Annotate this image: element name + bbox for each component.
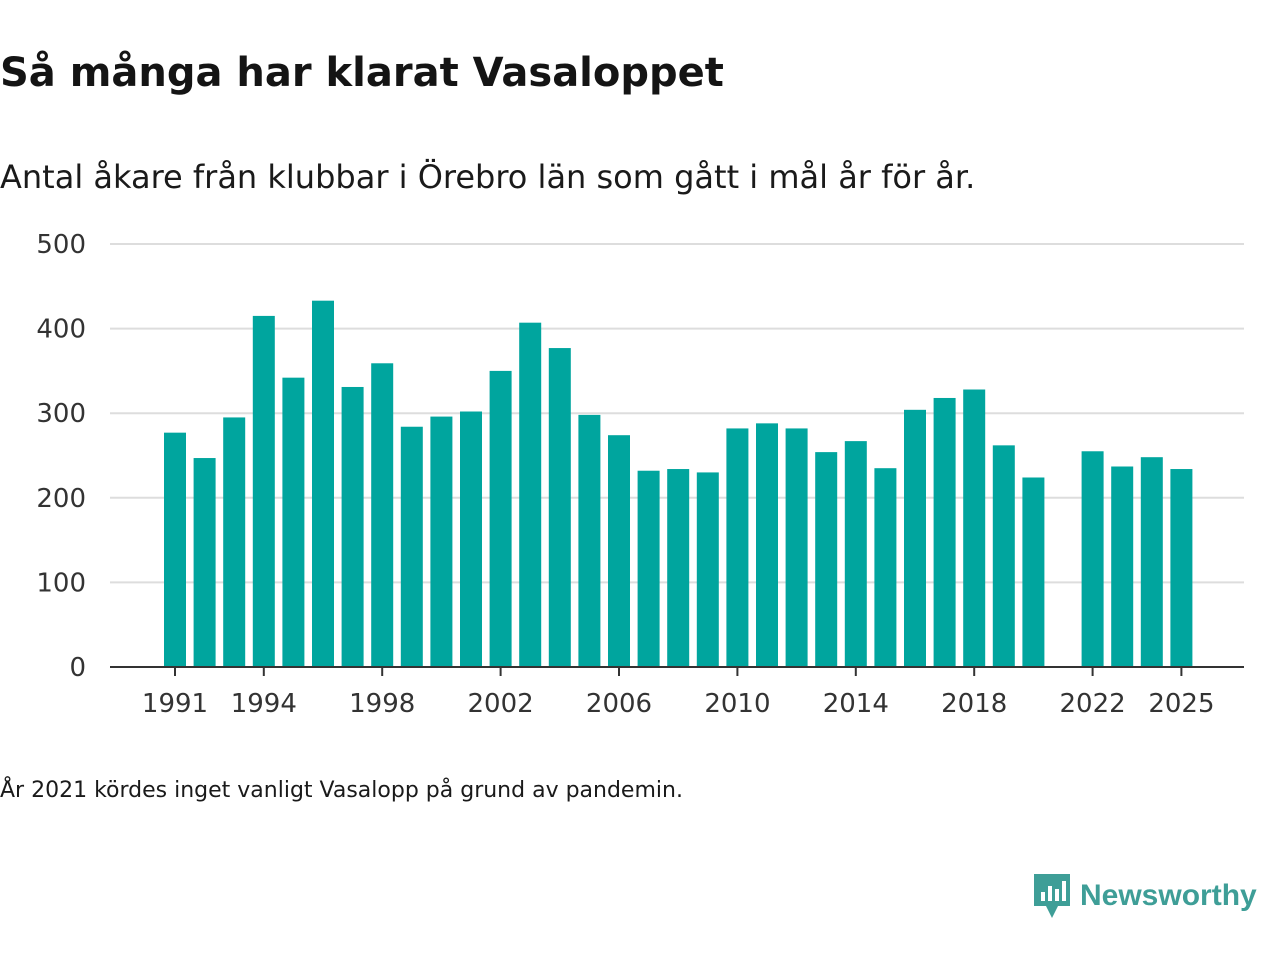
chart-title: Så många har klarat Vasaloppet [0,50,724,96]
bar-2013 [815,452,838,667]
bar-2002 [489,370,512,667]
x-tick-label-2018: 2018 [941,689,1007,719]
y-tick-label-0: 0 [69,653,86,683]
bar-2023 [1111,466,1134,667]
bar-2006 [608,435,630,667]
bar-2009 [696,472,719,667]
x-tick-label-2006: 2006 [586,689,652,719]
bar-2004 [548,348,571,667]
bar-2019 [992,445,1015,667]
newsworthy-logo-icon [1034,874,1070,918]
bar-2022 [1081,451,1104,667]
bar-chart: 0 100 200 300 400 500 1991 1994 1998 2002 2006 201… [36,230,1244,719]
bar-2014 [844,441,867,667]
x-tick-label-2025: 2025 [1148,689,1214,719]
bar-2015 [874,468,897,667]
brand-logo: Newsworthy [1032,872,1278,920]
bar-1995 [282,377,305,667]
bar-1993 [223,417,246,667]
bar-1998 [371,363,394,667]
bar-2010 [726,428,749,667]
bar-2024 [1140,457,1163,667]
bar-2018 [963,389,986,667]
x-tick-label-2002: 2002 [468,689,534,719]
x-tick-label-1994: 1994 [231,689,297,719]
bar-2017 [933,397,956,667]
bars [164,300,1193,667]
bar-2000 [430,416,453,667]
bar-2020 [1022,477,1045,667]
x-tick-label-2022: 2022 [1060,689,1126,719]
x-tick-label-1991: 1991 [142,689,208,719]
bar-2025 [1170,469,1193,667]
y-tick-label-400: 400 [36,315,86,345]
bar-2003 [519,322,542,667]
footnote: År 2021 kördes inget vanligt Vasalopp på… [0,778,683,803]
bar-1992 [193,458,216,667]
bar-2001 [460,411,482,667]
y-tick-label-100: 100 [36,568,86,598]
x-axis: 1991 1994 1998 2002 2006 2010 2014 2018 2022 2025 [110,666,1244,719]
x-tick-label-2014: 2014 [823,689,889,719]
y-axis-ticks: 0 100 200 300 400 500 [36,230,86,683]
bar-1999 [400,426,423,667]
bar-2008 [667,469,690,667]
y-tick-label-300: 300 [36,399,86,429]
y-tick-label-200: 200 [36,484,86,514]
bar-1996 [312,300,334,667]
bar-1991 [164,432,186,667]
brand-name: Newsworthy [1080,879,1257,912]
bar-2007 [637,470,660,667]
chart-subtitle: Antal åkare från klubbar i Örebro län so… [0,158,976,196]
bar-2011 [756,423,778,667]
bar-2012 [785,428,808,667]
x-tick-label-1998: 1998 [349,689,415,719]
bar-2016 [904,409,926,667]
bar-1994 [252,315,275,667]
x-tick-label-2010: 2010 [704,689,770,719]
y-tick-label-500: 500 [36,230,86,260]
bar-1997 [341,386,364,667]
bar-2005 [578,414,601,667]
